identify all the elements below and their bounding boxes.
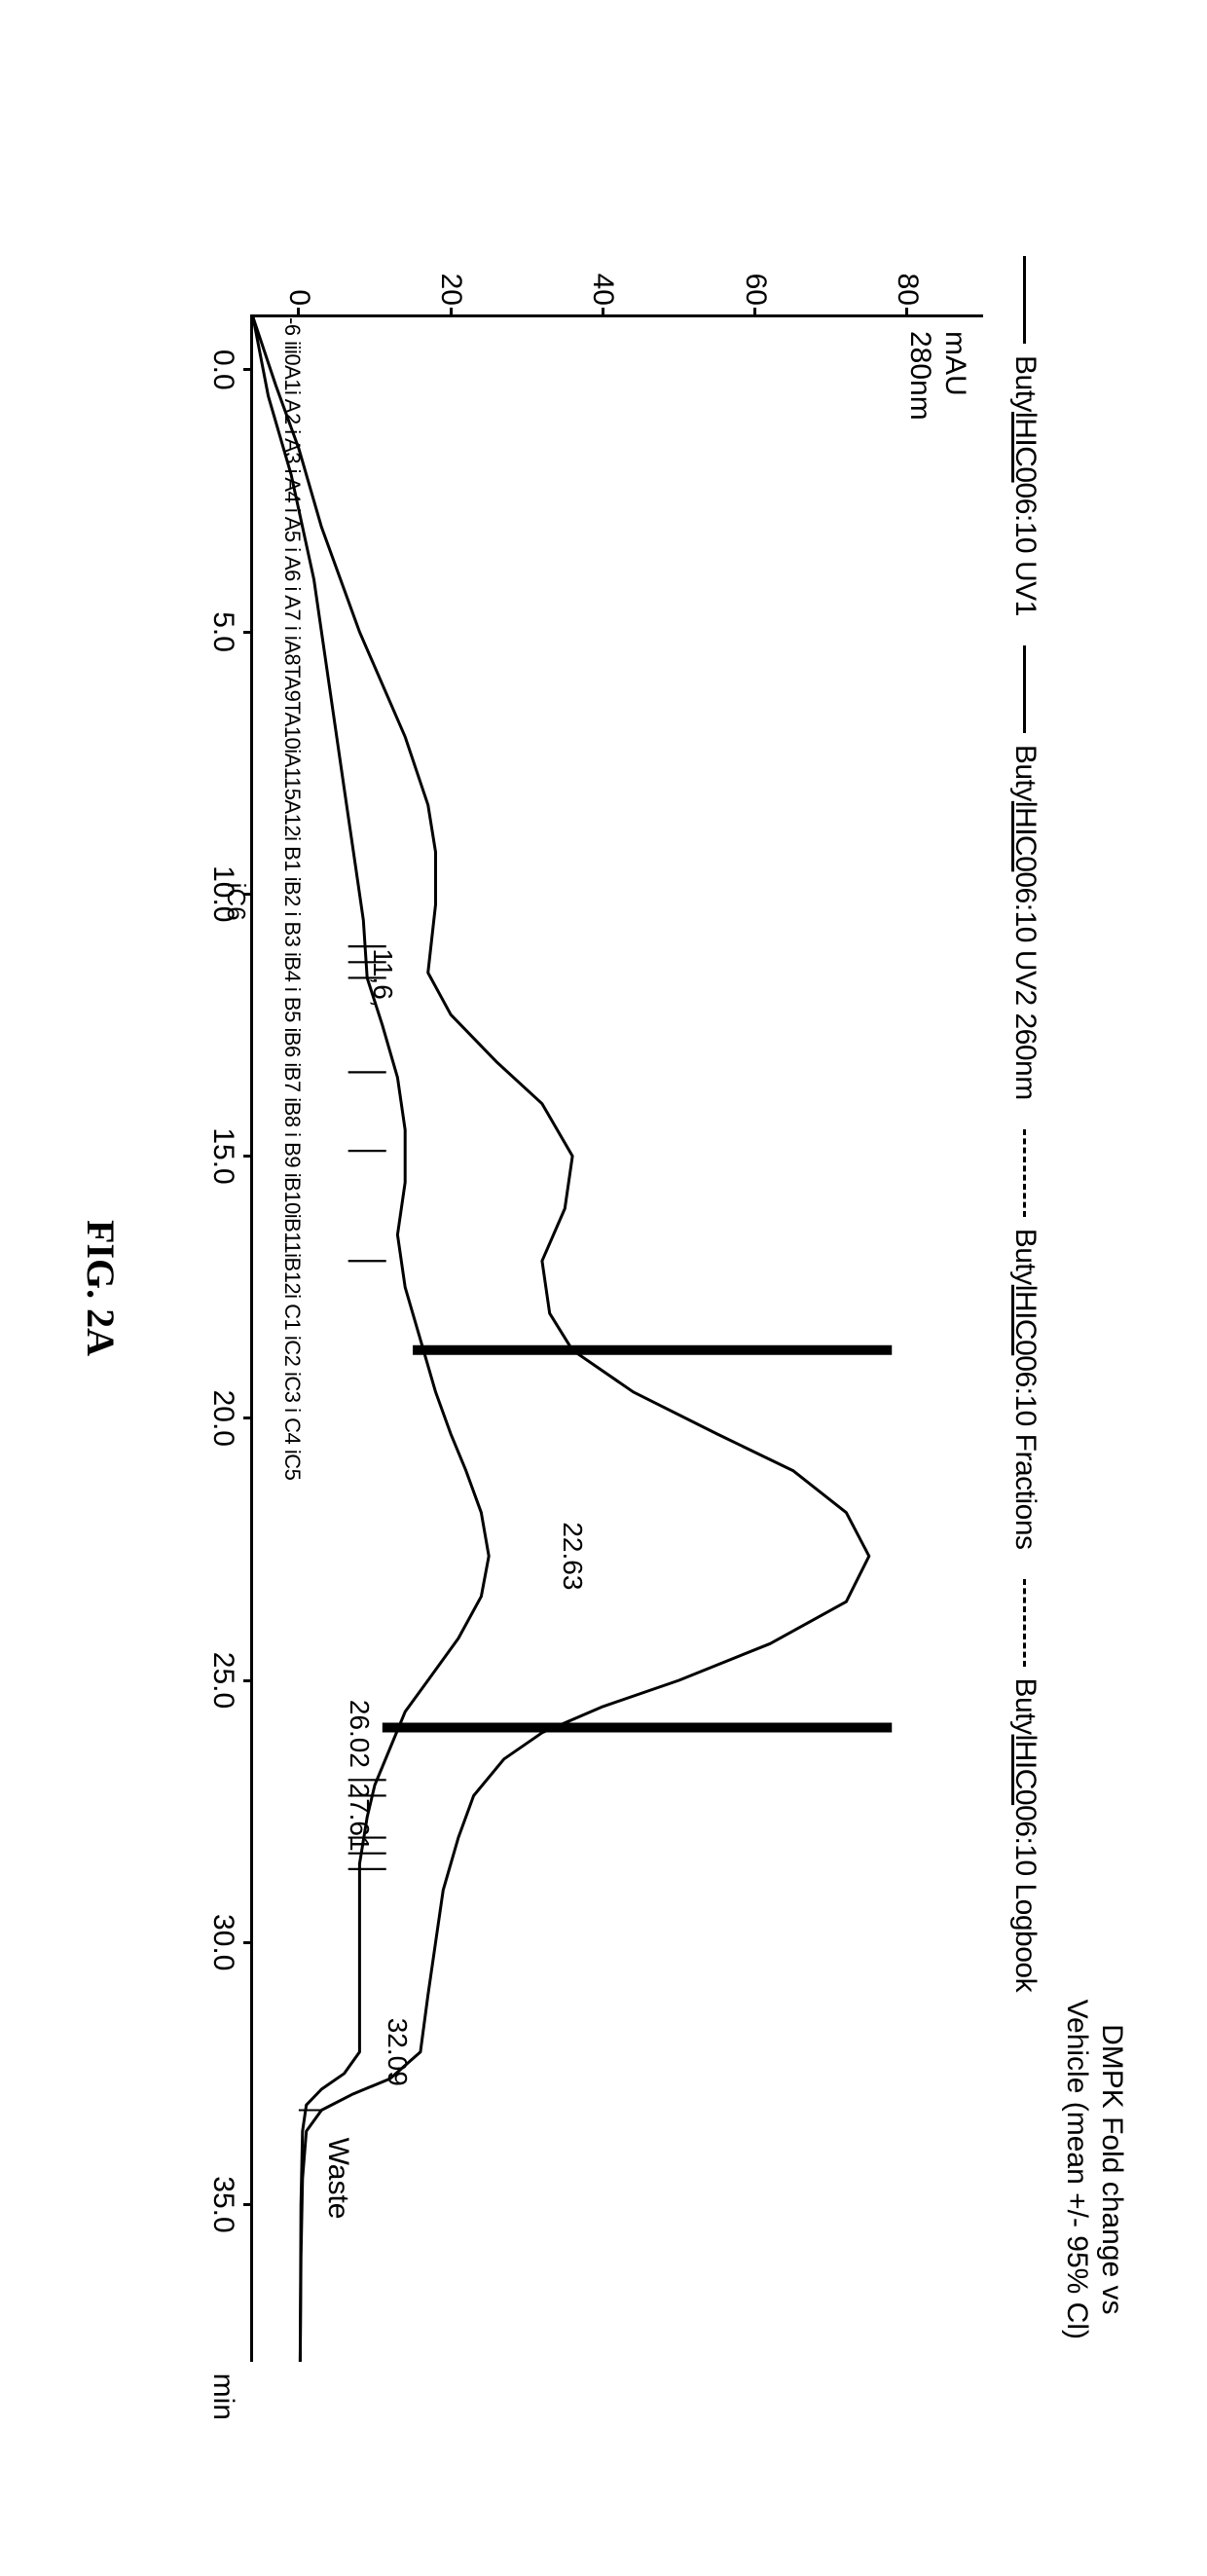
x-tick-label: 0.0: [206, 350, 239, 390]
page: DMPK Fold change vs Vehicle (mean +/- 95…: [0, 0, 1207, 2576]
legend-item-uv1: ButylHIC006:10 UV1: [1008, 256, 1042, 616]
legend-swatch-longdash: [1024, 1579, 1027, 1667]
y-tick-label: 40: [586, 253, 619, 306]
chart-title: DMPK Fold change vs Vehicle (mean +/- 95…: [1059, 2000, 1129, 2339]
x-tick: [243, 631, 253, 634]
title-line2: Vehicle (mean +/- 95% Cl): [1059, 2000, 1094, 2339]
figure-caption: FIG. 2A: [78, 1220, 124, 1356]
x-tick: [243, 1417, 253, 1419]
y-tick: [905, 308, 908, 317]
legend-item-uv2: ButylHIC006:10 UV2 260nm: [1008, 645, 1042, 1100]
peak-label: 27.61: [344, 1783, 375, 1851]
peak-label: 32.09: [382, 2018, 413, 2086]
legend-swatch-solid: [1024, 256, 1027, 344]
y-tick-label: 80: [891, 253, 924, 306]
x-tick-label: 20.0: [206, 1390, 239, 1447]
legend-item-fractions: ButylHIC006:10 Fractions: [1008, 1129, 1042, 1550]
x-tick-label: 30.0: [206, 1914, 239, 1970]
fraction-overflow-label: iC6: [221, 883, 251, 921]
fraction-strip: -6 iii0A1i A2 i A3 i A4 i A5 i A6 i A7 i…: [262, 317, 305, 2100]
chart-plot-area: mAU 280nm min 0204060800.05.010.015.020.…: [250, 314, 983, 2362]
y-tick: [450, 308, 453, 317]
x-tick-label: 15.0: [206, 1127, 239, 1184]
legend-label: ButylHIC006:10 UV1: [1008, 355, 1042, 616]
x-tick: [243, 1941, 253, 1944]
y-tick: [297, 308, 300, 317]
y-tick-label: 20: [434, 253, 467, 306]
y-tick: [602, 308, 604, 317]
y-tick-label: 0: [282, 253, 315, 306]
x-tick: [243, 2203, 253, 2206]
x-tick-label: 5.0: [206, 611, 239, 652]
legend-swatch-solid: [1024, 645, 1027, 733]
legend: ButylHIC006:10 UV1 ButylHIC006:10 UV2 26…: [1008, 256, 1042, 1992]
peak-label: 22.63: [557, 1522, 588, 1590]
peak-label: 11,6,: [367, 948, 398, 1007]
y-tick: [753, 308, 756, 317]
peak-label: 26.02: [344, 1700, 375, 1768]
legend-label: ButylHIC006:10 Fractions: [1008, 1229, 1042, 1550]
x-tick: [243, 1155, 253, 1158]
legend-label: ButylHIC006:10 Logbook: [1008, 1678, 1042, 1993]
chromatogram-trace: [253, 317, 869, 2362]
x-tick: [243, 1679, 253, 1682]
x-unit-label: min: [206, 2374, 239, 2420]
y-tick-label: 60: [739, 253, 772, 306]
legend-label: ButylHIC006:10 UV2 260nm: [1008, 745, 1042, 1100]
x-tick-label: 25.0: [206, 1652, 239, 1709]
x-tick-label: 35.0: [206, 2176, 239, 2232]
rotated-figure: DMPK Fold change vs Vehicle (mean +/- 95…: [68, 120, 1139, 2456]
title-line1: DMPK Fold change vs: [1094, 2000, 1129, 2339]
waste-label: Waste: [321, 2138, 354, 2220]
legend-item-logbook: ButylHIC006:10 Logbook: [1008, 1579, 1042, 1993]
chart-svg: [253, 317, 983, 2362]
x-tick: [243, 368, 253, 371]
legend-swatch-dash: [1024, 1129, 1027, 1217]
